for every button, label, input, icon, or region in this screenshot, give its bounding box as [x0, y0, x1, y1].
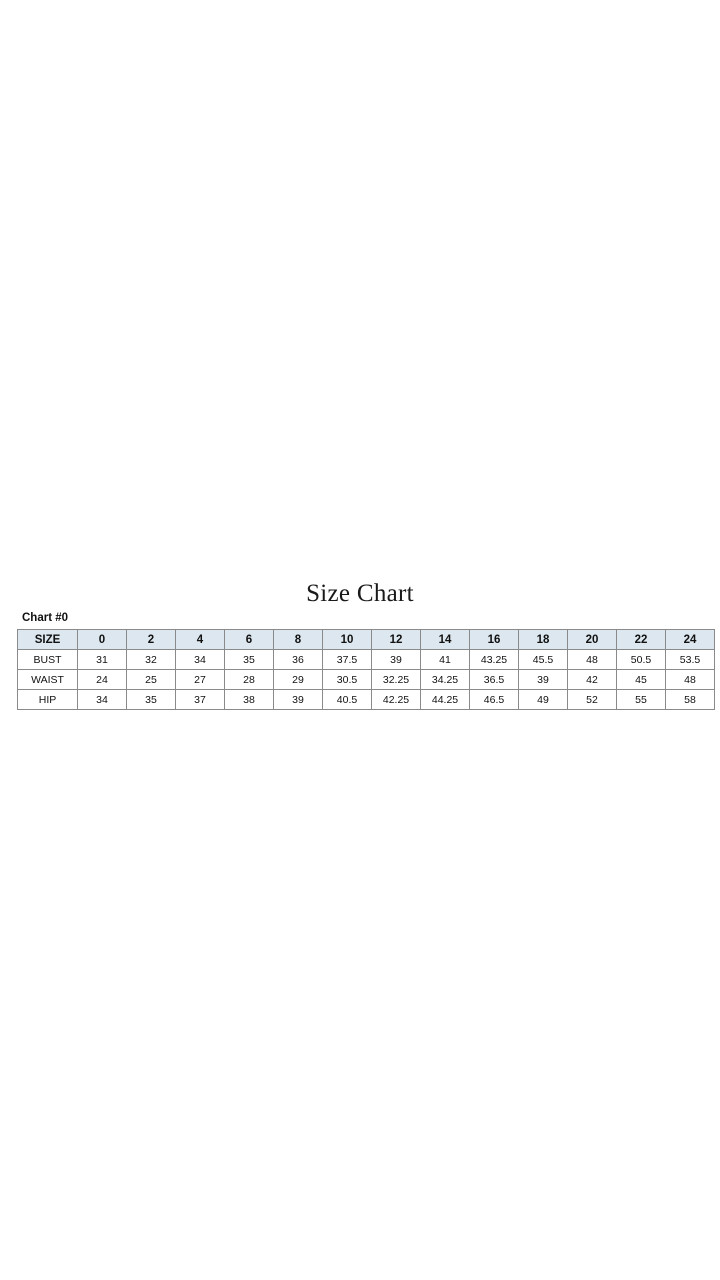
cell-waist-0: 24 — [77, 669, 127, 690]
column-header-22: 22 — [616, 629, 666, 650]
row-header-hip: HIP — [17, 689, 78, 710]
row-header-waist: WAIST — [17, 669, 78, 690]
column-header-2: 2 — [126, 629, 176, 650]
cell-hip-20: 52 — [567, 689, 617, 710]
column-header-8: 8 — [273, 629, 323, 650]
table-body: BUST 31 32 34 35 36 37.5 39 41 43.25 45.… — [17, 649, 715, 710]
column-header-16: 16 — [469, 629, 519, 650]
cell-hip-4: 37 — [175, 689, 225, 710]
table-row: HIP 34 35 37 38 39 40.5 42.25 44.25 46.5… — [17, 689, 715, 710]
cell-bust-16: 43.25 — [469, 649, 519, 670]
cell-waist-20: 42 — [567, 669, 617, 690]
cell-waist-22: 45 — [616, 669, 666, 690]
column-header-24: 24 — [665, 629, 715, 650]
cell-hip-8: 39 — [273, 689, 323, 710]
cell-bust-20: 48 — [567, 649, 617, 670]
cell-hip-24: 58 — [665, 689, 715, 710]
cell-bust-18: 45.5 — [518, 649, 568, 670]
cell-bust-10: 37.5 — [322, 649, 372, 670]
cell-waist-12: 32.25 — [371, 669, 421, 690]
column-header-18: 18 — [518, 629, 568, 650]
column-header-14: 14 — [420, 629, 470, 650]
cell-hip-14: 44.25 — [420, 689, 470, 710]
table-row: WAIST 24 25 27 28 29 30.5 32.25 34.25 36… — [17, 669, 715, 690]
cell-waist-18: 39 — [518, 669, 568, 690]
cell-hip-16: 46.5 — [469, 689, 519, 710]
cell-waist-4: 27 — [175, 669, 225, 690]
cell-bust-14: 41 — [420, 649, 470, 670]
cell-bust-0: 31 — [77, 649, 127, 670]
cell-hip-0: 34 — [77, 689, 127, 710]
column-header-0: 0 — [77, 629, 127, 650]
column-header-12: 12 — [371, 629, 421, 650]
cell-waist-24: 48 — [665, 669, 715, 690]
column-header-20: 20 — [567, 629, 617, 650]
table-row: BUST 31 32 34 35 36 37.5 39 41 43.25 45.… — [17, 649, 715, 670]
cell-waist-2: 25 — [126, 669, 176, 690]
cell-waist-6: 28 — [224, 669, 274, 690]
cell-bust-6: 35 — [224, 649, 274, 670]
column-header-4: 4 — [175, 629, 225, 650]
table-header-row: SIZE 0 2 4 6 8 10 12 14 16 18 20 22 24 — [17, 629, 715, 650]
cell-waist-16: 36.5 — [469, 669, 519, 690]
cell-bust-8: 36 — [273, 649, 323, 670]
cell-bust-4: 34 — [175, 649, 225, 670]
cell-bust-24: 53.5 — [665, 649, 715, 670]
cell-hip-6: 38 — [224, 689, 274, 710]
cell-waist-14: 34.25 — [420, 669, 470, 690]
chart-label: Chart #0 — [22, 612, 69, 624]
row-header-bust: BUST — [17, 649, 78, 670]
cell-hip-18: 49 — [518, 689, 568, 710]
cell-hip-12: 42.25 — [371, 689, 421, 710]
table-header: SIZE 0 2 4 6 8 10 12 14 16 18 20 22 24 — [17, 629, 715, 650]
cell-hip-22: 55 — [616, 689, 666, 710]
cell-waist-10: 30.5 — [322, 669, 372, 690]
column-header-10: 10 — [322, 629, 372, 650]
cell-hip-2: 35 — [126, 689, 176, 710]
column-header-6: 6 — [224, 629, 274, 650]
cell-bust-12: 39 — [371, 649, 421, 670]
page-title: Size Chart — [306, 580, 414, 607]
size-chart-table-container: SIZE 0 2 4 6 8 10 12 14 16 18 20 22 24 B… — [17, 629, 715, 710]
cell-bust-2: 32 — [126, 649, 176, 670]
size-chart-table: SIZE 0 2 4 6 8 10 12 14 16 18 20 22 24 B… — [17, 629, 715, 710]
cell-hip-10: 40.5 — [322, 689, 372, 710]
column-header-size: SIZE — [17, 629, 78, 650]
cell-bust-22: 50.5 — [616, 649, 666, 670]
cell-waist-8: 29 — [273, 669, 323, 690]
